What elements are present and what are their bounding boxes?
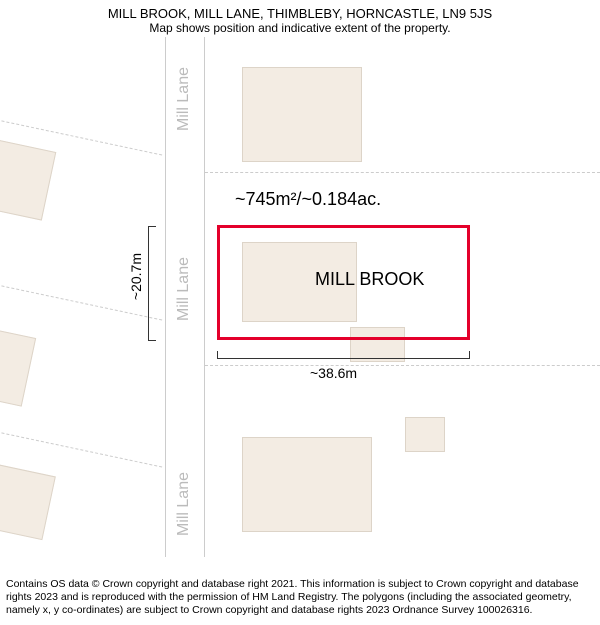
road-label: Mill Lane <box>175 257 193 321</box>
measure-label-vertical: ~20.7m <box>128 253 144 300</box>
measure-bar-horizontal <box>217 351 470 359</box>
parcel-line <box>0 411 162 467</box>
measure-label-horizontal: ~38.6m <box>310 365 357 381</box>
parcel-line <box>205 172 600 173</box>
page-title: MILL BROOK, MILL LANE, THIMBLEBY, HORNCA… <box>0 6 600 21</box>
copyright-footer: Contains OS data © Crown copyright and d… <box>0 574 600 625</box>
building <box>405 417 445 452</box>
building <box>0 317 36 406</box>
building <box>0 133 56 220</box>
parcel-line <box>205 365 600 366</box>
header: MILL BROOK, MILL LANE, THIMBLEBY, HORNCA… <box>0 0 600 37</box>
page-subtitle: Map shows position and indicative extent… <box>0 21 600 35</box>
property-name-label: MILL BROOK <box>315 269 424 290</box>
measure-bar-vertical <box>148 226 156 341</box>
building <box>242 67 362 162</box>
building <box>242 437 372 532</box>
building <box>0 459 56 540</box>
map-canvas: Mill Lane Mill Lane Mill Lane ~745m²/~0.… <box>0 37 600 557</box>
area-label: ~745m²/~0.184ac. <box>235 189 381 210</box>
road-label: Mill Lane <box>175 472 193 536</box>
road-label: Mill Lane <box>175 67 193 131</box>
